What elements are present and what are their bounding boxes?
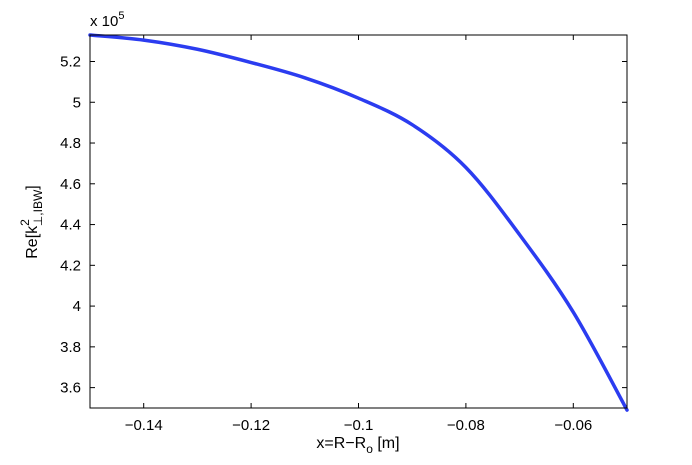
x-tick-label: −0.08 bbox=[447, 417, 485, 434]
y-multiplier-label: x 105 bbox=[90, 10, 124, 30]
y-tick-label: 4.2 bbox=[60, 257, 81, 274]
y-tick-label: 4 bbox=[73, 298, 81, 315]
y-tick-label: 3.8 bbox=[60, 339, 81, 356]
plot-frame bbox=[89, 34, 628, 409]
series-line bbox=[88, 33, 629, 412]
y-tick-label: 5 bbox=[73, 94, 81, 111]
y-tick-label: 4.8 bbox=[60, 135, 81, 152]
y-tick-label: 4.6 bbox=[60, 176, 81, 193]
y-axis-ticks: 3.6 3.8 4 4.2 4.4 4.6 4.8 5 5.2 bbox=[60, 53, 627, 397]
y-tick-label: 3.6 bbox=[60, 380, 81, 397]
y-axis-title: Re[k2⊥,IBW] bbox=[18, 185, 45, 259]
y-tick-label: 5.2 bbox=[60, 53, 81, 70]
series-layer bbox=[88, 33, 629, 412]
plot-area bbox=[90, 35, 627, 408]
y-tick-label: 4.4 bbox=[60, 217, 81, 234]
x-axis-title: x=R−Ro [m] bbox=[316, 435, 399, 456]
x-tick-label: −0.14 bbox=[125, 417, 163, 434]
x-tick-label: −0.12 bbox=[232, 417, 270, 434]
x-axis-ticks: −0.14 −0.12 −0.1 −0.08 −0.06 bbox=[125, 35, 592, 434]
x-tick-label: −0.1 bbox=[344, 417, 374, 434]
x-tick-label: −0.06 bbox=[554, 417, 592, 434]
